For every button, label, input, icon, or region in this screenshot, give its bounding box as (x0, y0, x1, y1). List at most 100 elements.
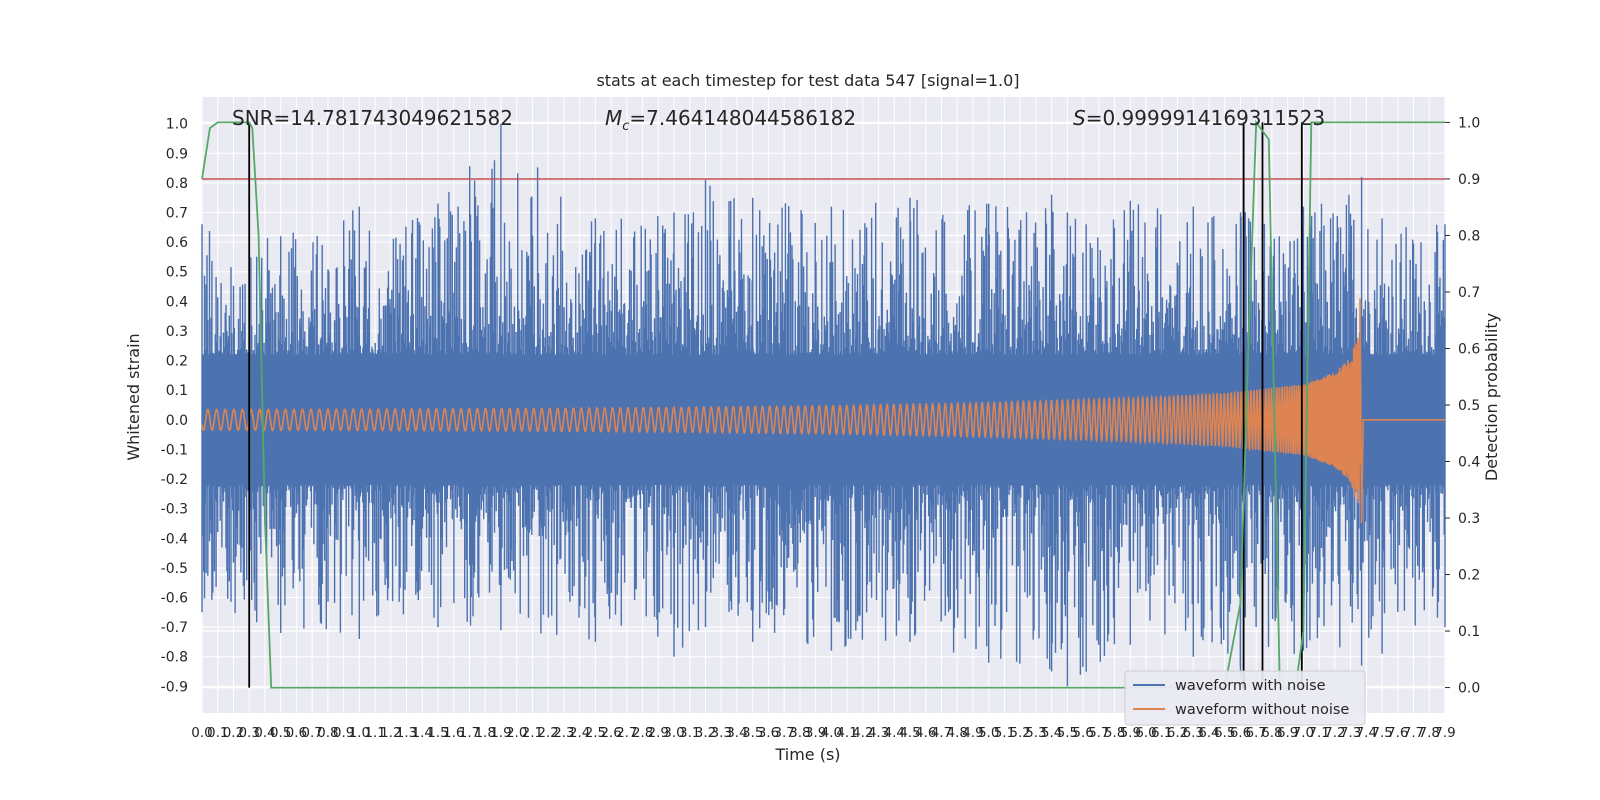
x-tick-label: 5.9 (1120, 725, 1141, 741)
x-tick-label: 6.5 (1214, 725, 1235, 741)
x-tick-label: 6.2 (1167, 725, 1188, 741)
y-tick-label-right: 0.7 (1458, 285, 1480, 301)
x-tick-label: 1.3 (396, 725, 417, 741)
x-tick-label: 0.8 (317, 725, 338, 741)
x-tick-label: 6.0 (1135, 725, 1156, 741)
x-tick-label: 4.4 (884, 725, 905, 741)
x-tick-label: 5.7 (1088, 725, 1109, 741)
detection-probability-layer (201, 119, 1445, 689)
score-annotation: S=0.9999914169311523 (1073, 106, 1325, 130)
y-tick-label-left: 0.3 (166, 324, 188, 340)
x-tick-label: 7.2 (1324, 725, 1345, 741)
x-tick-label: 0.5 (270, 725, 291, 741)
axis-ticks: 0.00.10.20.30.40.50.60.70.80.91.01.11.21… (161, 115, 1481, 741)
x-tick-label: 5.0 (978, 725, 999, 741)
y-tick-label-left: 0.7 (166, 206, 188, 222)
x-tick-label: 4.7 (931, 725, 952, 741)
x-tick-label: 1.1 (364, 725, 385, 741)
y-tick-label-right: 0.4 (1458, 455, 1480, 471)
snr-annotation: SNR=14.781743049621582 (232, 106, 513, 130)
x-tick-label: 3.2 (695, 725, 716, 741)
y-tick-label-left: -0.5 (161, 561, 188, 577)
legend-box (1124, 670, 1366, 726)
x-tick-label: 5.8 (1104, 725, 1125, 741)
x-tick-label: 7.6 (1387, 725, 1408, 741)
x-tick-label: 2.4 (569, 725, 590, 741)
y-tick-label-left: -0.3 (161, 502, 188, 518)
y-tick-label-left: 0.5 (166, 265, 188, 281)
y-tick-label-left: 0.9 (166, 146, 188, 162)
x-tick-label: 0.2 (223, 725, 244, 741)
x-tick-label: 3.3 (710, 725, 731, 741)
x-tick-label: 6.4 (1198, 725, 1219, 741)
x-tick-label: 2.5 (585, 725, 606, 741)
x-tick-label: 0.6 (286, 725, 307, 741)
y-tick-label-right: 1.0 (1458, 115, 1480, 131)
x-tick-label: 5.5 (1057, 725, 1078, 741)
y-tick-label-left: 0.4 (166, 294, 188, 310)
x-tick-label: 0.4 (254, 725, 275, 741)
x-tick-label: 3.9 (805, 725, 826, 741)
x-tick-label: 1.4 (412, 725, 433, 741)
detection-probability-line (201, 119, 1445, 689)
x-tick-label: 1.7 (459, 725, 480, 741)
x-tick-label: 1.6 (443, 725, 464, 741)
y-tick-label-right: 0.9 (1458, 172, 1480, 188)
y-tick-label-left: 0.8 (166, 176, 188, 192)
y-tick-label-right: 0.2 (1458, 568, 1480, 584)
x-tick-label: 6.7 (1245, 725, 1266, 741)
x-tick-label: 4.1 (836, 725, 857, 741)
x-tick-label: 7.3 (1340, 725, 1361, 741)
x-tick-label: 6.6 (1230, 725, 1251, 741)
x-tick-label: 7.9 (1434, 725, 1455, 741)
x-tick-label: 3.0 (663, 725, 684, 741)
x-tick-label: 0.7 (301, 725, 322, 741)
x-tick-label: 7.0 (1293, 725, 1314, 741)
chart-title: stats at each timestep for test data 547… (596, 71, 1019, 90)
x-tick-label: 4.5 (899, 725, 920, 741)
x-tick-label: 5.2 (1009, 725, 1030, 741)
waveform-without-noise-series (201, 298, 1445, 524)
x-tick-label: 4.6 (915, 725, 936, 741)
y-axis-label-right: Detection probability (1482, 313, 1501, 481)
x-tick-label: 7.1 (1308, 725, 1329, 741)
clean-waveform-line (201, 298, 1445, 524)
y-tick-label-right: 0.1 (1458, 624, 1480, 640)
y-tick-label-right: 0.5 (1458, 398, 1480, 414)
x-tick-label: 3.1 (679, 725, 700, 741)
x-tick-label: 2.2 (537, 725, 558, 741)
x-tick-label: 5.1 (994, 725, 1015, 741)
y-tick-label-right: 0.6 (1458, 341, 1480, 357)
x-tick-label: 0.0 (191, 725, 212, 741)
x-axis-label: Time (s) (774, 745, 840, 764)
legend-label-clean: waveform without noise (1175, 702, 1349, 718)
y-tick-label-left: -0.4 (161, 531, 188, 547)
y-axis-label-left: Whitened strain (124, 333, 143, 460)
x-tick-label: 3.4 (726, 725, 747, 741)
x-tick-label: 5.4 (1041, 725, 1062, 741)
chirp-mass-annotation: Mc=7.464148044586182 (605, 106, 856, 134)
x-tick-label: 4.3 (868, 725, 889, 741)
legend: waveform with noise waveform without noi… (1124, 670, 1366, 726)
x-tick-label: 0.1 (207, 725, 228, 741)
x-tick-label: 1.8 (474, 725, 495, 741)
y-tick-label-left: -0.7 (161, 620, 188, 636)
x-tick-label: 1.5 (427, 725, 448, 741)
y-tick-label-right: 0.8 (1458, 228, 1480, 244)
x-tick-label: 7.7 (1403, 725, 1424, 741)
x-tick-label: 6.1 (1151, 725, 1172, 741)
y-tick-label-left: -0.9 (161, 679, 188, 695)
x-tick-label: 1.2 (380, 725, 401, 741)
x-tick-label: 5.6 (1072, 725, 1093, 741)
x-tick-label: 4.2 (852, 725, 873, 741)
x-tick-label: 7.5 (1371, 725, 1392, 741)
x-tick-label: 4.9 (962, 725, 983, 741)
x-tick-label: 4.0 (821, 725, 842, 741)
x-tick-label: 2.8 (632, 725, 653, 741)
x-tick-label: 6.8 (1261, 725, 1282, 741)
x-tick-label: 2.0 (506, 725, 527, 741)
x-tick-label: 0.3 (238, 725, 259, 741)
x-tick-label: 7.8 (1419, 725, 1440, 741)
x-tick-label: 0.9 (333, 725, 354, 741)
x-tick-label: 3.6 (758, 725, 779, 741)
